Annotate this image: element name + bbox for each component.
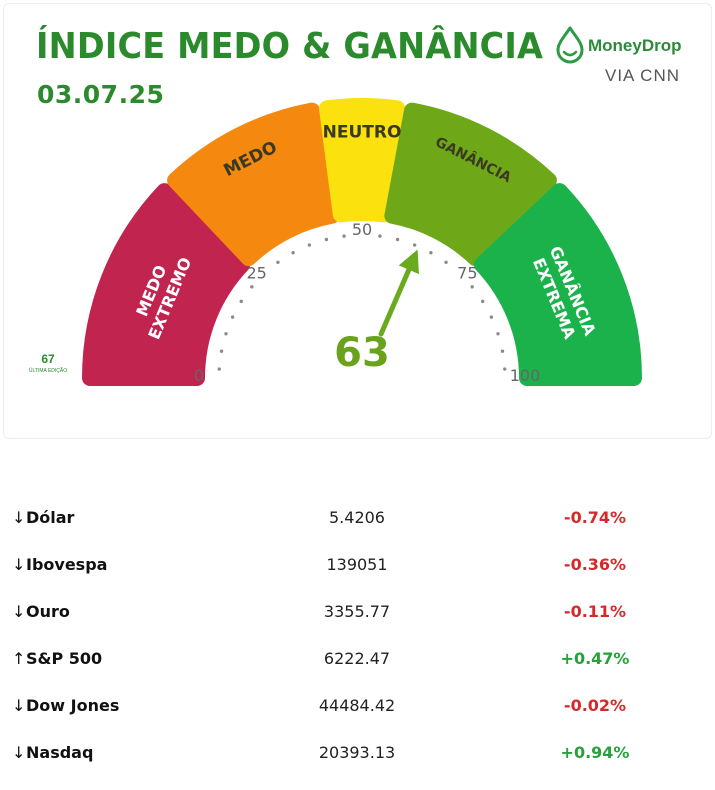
market-change: -0.02% (563, 696, 627, 715)
gauge-tick-label: 0 (194, 366, 204, 385)
trend-arrow-icon: ↓ (12, 602, 26, 621)
trend-arrow-icon: ↓ (12, 696, 26, 715)
gauge-scale-dot (395, 237, 400, 242)
gauge-scale-dot (250, 285, 254, 289)
gauge-scale-dot (307, 243, 312, 247)
market-value: 139051 (326, 555, 388, 574)
gauge-tick-label: 50 (352, 220, 372, 239)
market-value: 5.4206 (329, 508, 385, 527)
gauge-segment (82, 183, 251, 386)
market-change: +0.47% (560, 649, 630, 668)
market-value: 6222.47 (323, 649, 391, 668)
gauge-scale-dot (489, 315, 494, 319)
gauge-scale-dot (444, 260, 448, 265)
market-row: ↑S&P 500 6222.47 +0.47% (0, 649, 715, 696)
edition-date: 03.07.25 (37, 80, 165, 109)
gauge-dots (217, 234, 507, 371)
market-change: -0.36% (563, 555, 627, 574)
gauge-segment (167, 102, 340, 267)
market-name: ↓Ouro (12, 602, 70, 621)
needle-head (398, 249, 419, 275)
market-row: ↓Nasdaq 20393.13 +0.94% (0, 743, 715, 790)
market-row: ↓Ibovespa 139051 -0.36% (0, 555, 715, 602)
market-change: +0.94% (560, 743, 630, 762)
gauge-scale-dot (496, 332, 500, 336)
market-name: ↓Nasdaq (12, 743, 94, 762)
needle-shaft (378, 267, 412, 337)
gauge-value: 63 (334, 330, 390, 376)
gauge-scale-dot (470, 285, 474, 289)
gauge-tick-label: 100 (510, 366, 541, 385)
gauge-scale-dot (503, 367, 507, 371)
previous-value: 67 (41, 352, 55, 366)
gauge-scale-dot (219, 349, 224, 353)
gauge-tick-labels: 0 25 50 75 100 (194, 220, 540, 385)
market-row: ↓Dólar 5.4206 -0.74% (0, 508, 715, 555)
market-value: 20393.13 (318, 743, 396, 762)
gauge-scale-dot (412, 243, 417, 247)
gauge-scale-dot (342, 234, 346, 238)
brand-name: MoneyDrop (588, 36, 682, 55)
market-name: ↓Dólar (12, 508, 75, 527)
market-name: ↓Ibovespa (12, 555, 108, 574)
page-title: ÍNDICE MEDO & GANÂNCIA (36, 26, 544, 67)
gauge-segment (318, 98, 406, 223)
market-change: -0.74% (563, 508, 627, 527)
trend-arrow-icon: ↓ (12, 508, 26, 527)
gauge-scale-dot (378, 234, 382, 238)
gauge-needle (378, 249, 419, 337)
brand-logo: MoneyDrop VIA CNN (555, 26, 695, 86)
market-name: ↑S&P 500 (12, 649, 103, 668)
gauge-scale-dot (276, 260, 280, 265)
water-drop-icon (556, 26, 584, 64)
market-row: ↓Dow Jones 44484.42 -0.02% (0, 696, 715, 743)
market-name: ↓Dow Jones (12, 696, 120, 715)
market-value: 44484.42 (318, 696, 396, 715)
market-value: 3355.77 (323, 602, 391, 621)
gauge-segment (384, 102, 557, 267)
previous-edition: 67 ÚLTIMA EDIÇÃO (28, 352, 68, 374)
gauge-scale-dot (217, 367, 221, 371)
gauge-tick-label: 25 (246, 264, 266, 283)
gauge-scale-dot (239, 299, 243, 304)
trend-arrow-icon: ↓ (12, 743, 26, 762)
gauge-segment (473, 183, 642, 386)
gauge-segments (82, 98, 642, 386)
market-row: ↓Ouro 3355.77 -0.11% (0, 602, 715, 649)
gauge-scale-dot (324, 237, 329, 242)
gauge-segment-label: NEUTRO (323, 123, 402, 143)
brand-source: VIA CNN (605, 66, 681, 85)
gauge-tick-label: 75 (457, 264, 477, 283)
gauge-scale-dot (230, 315, 235, 319)
gauge-scale-dot (291, 250, 295, 255)
gauge-scale-dot (224, 332, 228, 336)
trend-arrow-icon: ↓ (12, 555, 26, 574)
market-change: -0.11% (563, 602, 627, 621)
gauge-scale-dot (481, 299, 485, 304)
previous-label: ÚLTIMA EDIÇÃO (28, 368, 68, 374)
gauge-scale-dot (500, 349, 505, 353)
gauge-scale-dot (429, 250, 433, 255)
trend-arrow-icon: ↑ (12, 649, 26, 668)
